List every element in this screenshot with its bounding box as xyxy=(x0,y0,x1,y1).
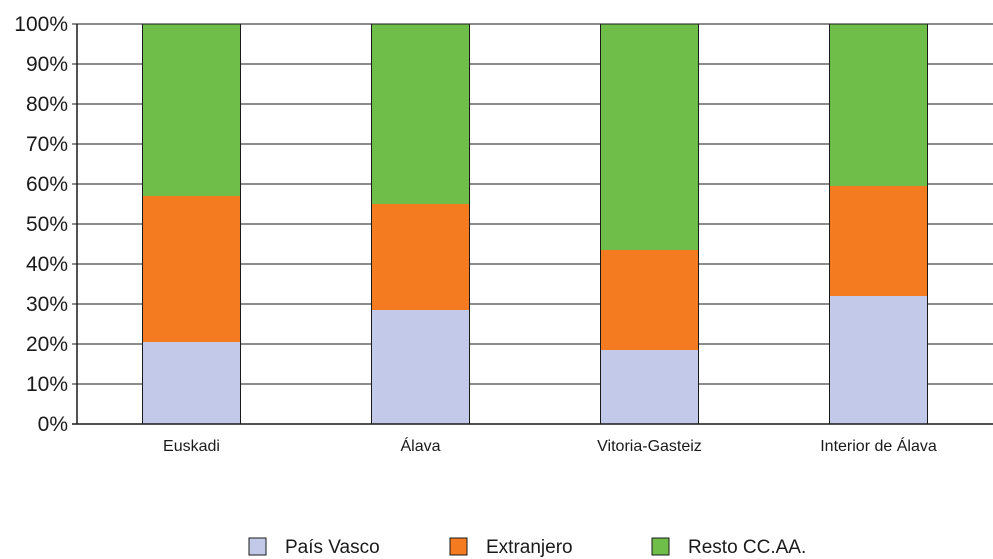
bar-segment-pa-s-vasco xyxy=(600,350,699,424)
bar-segment-extranjero xyxy=(600,250,699,350)
legend: País Vasco Extranjero Resto CC.AA. xyxy=(248,537,806,558)
legend-swatch xyxy=(651,537,670,556)
y-tick-label: 20% xyxy=(26,333,68,356)
legend-swatch xyxy=(449,537,468,556)
y-tick-label: 10% xyxy=(26,373,68,396)
x-category-label: Vitoria-Gasteiz xyxy=(597,438,702,455)
y-tick-label: 60% xyxy=(26,173,68,196)
y-tick-label: 50% xyxy=(26,213,68,236)
bar-segment-extranjero xyxy=(371,204,470,310)
y-tick-label: 40% xyxy=(26,253,68,276)
bar-segment-resto-cc-aa xyxy=(371,24,470,204)
x-category-label: Álava xyxy=(400,436,440,455)
legend-swatch xyxy=(248,537,267,556)
bar-segment-extranjero xyxy=(142,196,241,342)
bar-segment-pa-s-vasco xyxy=(829,296,928,424)
y-tick-label: 0% xyxy=(38,413,68,436)
bar-segment-resto-cc-aa xyxy=(829,24,928,186)
legend-label: Resto CC.AA. xyxy=(688,537,806,558)
bar-segment-pa-s-vasco xyxy=(142,342,241,424)
bar-segment-pa-s-vasco xyxy=(371,310,470,424)
legend-label: Extranjero xyxy=(486,537,573,558)
y-tick-label: 70% xyxy=(26,133,68,156)
x-category-label: Euskadi xyxy=(163,438,220,455)
y-tick-label: 90% xyxy=(26,53,68,76)
bar-segment-resto-cc-aa xyxy=(142,24,241,196)
y-tick-label: 30% xyxy=(26,293,68,316)
y-tick-label: 80% xyxy=(26,93,68,116)
bar-segment-resto-cc-aa xyxy=(600,24,699,250)
axes: 0% 10% 20% 30% 40% 50% 60% 70% 80% 90% 100% Euskadi… xyxy=(14,13,993,455)
bars xyxy=(142,23,928,425)
x-category-label: Interior de Álava xyxy=(820,436,937,455)
legend-label: País Vasco xyxy=(285,537,380,558)
y-tick-label: 100% xyxy=(14,13,68,36)
bar-segment-extranjero xyxy=(829,186,928,296)
